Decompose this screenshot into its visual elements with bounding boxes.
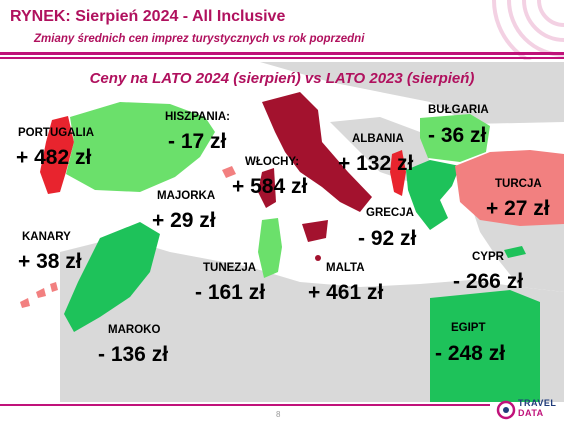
label-morocco: MAROKO bbox=[108, 324, 161, 336]
value-italy: + 584 zł bbox=[232, 175, 308, 198]
label-canary: KANARY bbox=[22, 231, 71, 243]
header-divider bbox=[0, 52, 564, 55]
label-albania: ALBANIA bbox=[352, 133, 404, 145]
logo-text-top: TRAVEL bbox=[518, 398, 557, 408]
page-number: 8 bbox=[276, 410, 281, 419]
header-divider-thin bbox=[0, 57, 564, 59]
value-turkey: + 27 zł bbox=[486, 197, 550, 220]
value-cyprus: - 266 zł bbox=[453, 270, 524, 293]
slide-header: RYNEK: Sierpień 2024 - All Inclusive Zmi… bbox=[0, 0, 564, 60]
label-egypt: EGIPT bbox=[451, 322, 486, 334]
label-spain: HISZPANIA: bbox=[165, 111, 230, 123]
balkans-land bbox=[330, 117, 430, 182]
logo-text-bottom: DATA bbox=[518, 408, 544, 418]
logo-mark-icon bbox=[496, 400, 516, 420]
mediterranean-map bbox=[0, 62, 564, 402]
malta-shape bbox=[315, 255, 321, 261]
value-egypt: - 248 zł bbox=[435, 342, 506, 365]
header-decoration-icon bbox=[492, 0, 564, 60]
bulgaria-shape bbox=[420, 114, 490, 162]
sardinia-shape bbox=[258, 168, 276, 208]
morocco-shape bbox=[64, 222, 160, 332]
label-cyprus: CYPR bbox=[472, 251, 504, 263]
label-malta: MALTA bbox=[326, 262, 365, 274]
value-albania: + 132 zł bbox=[338, 152, 414, 175]
greece-shape bbox=[406, 160, 460, 230]
italy-shape bbox=[262, 92, 372, 212]
slide-subtitle: Zmiany średnich cen imprez turystycznych… bbox=[34, 33, 365, 45]
albania-shape bbox=[390, 150, 406, 196]
value-mallorca: + 29 zł bbox=[152, 209, 216, 232]
value-portugal: + 482 zł bbox=[16, 146, 92, 169]
cyprus-shape bbox=[504, 246, 526, 258]
portugal-shape bbox=[40, 116, 74, 194]
travel-data-logo: TRAVEL DATA bbox=[496, 398, 562, 422]
label-turkey: TURCJA bbox=[495, 178, 542, 190]
label-portugal: PORTUGALIA bbox=[18, 127, 95, 139]
value-bulgaria: - 36 zł bbox=[428, 124, 487, 147]
europe-land bbox=[0, 62, 564, 124]
value-tunisia: - 161 zł bbox=[195, 281, 266, 304]
map-title: Ceny na LATO 2024 (sierpień) vs LATO 202… bbox=[89, 70, 475, 87]
mallorca-shape bbox=[222, 166, 236, 178]
egypt-shape bbox=[430, 290, 540, 402]
label-bulgaria: BUŁGARIA bbox=[428, 104, 489, 116]
value-spain: - 17 zł bbox=[168, 130, 227, 153]
label-mallorca: MAJORKA bbox=[157, 190, 216, 202]
turkey-shape bbox=[455, 150, 564, 226]
slide-title: RYNEK: Sierpień 2024 - All Inclusive bbox=[10, 8, 286, 25]
value-greece: - 92 zł bbox=[358, 227, 417, 250]
footer-divider bbox=[0, 404, 490, 406]
canary-islands-shape bbox=[20, 282, 58, 308]
sicily-shape bbox=[302, 220, 328, 242]
label-tunisia: TUNEZJA bbox=[203, 262, 257, 274]
value-malta: + 461 zł bbox=[308, 281, 384, 304]
tunisia-shape bbox=[258, 218, 282, 278]
value-morocco: - 136 zł bbox=[98, 343, 169, 366]
label-greece: GRECJA bbox=[366, 207, 414, 219]
spain-shape bbox=[66, 102, 215, 192]
value-canary: + 38 zł bbox=[18, 250, 82, 273]
label-italy: WŁOCHY: bbox=[245, 156, 300, 168]
